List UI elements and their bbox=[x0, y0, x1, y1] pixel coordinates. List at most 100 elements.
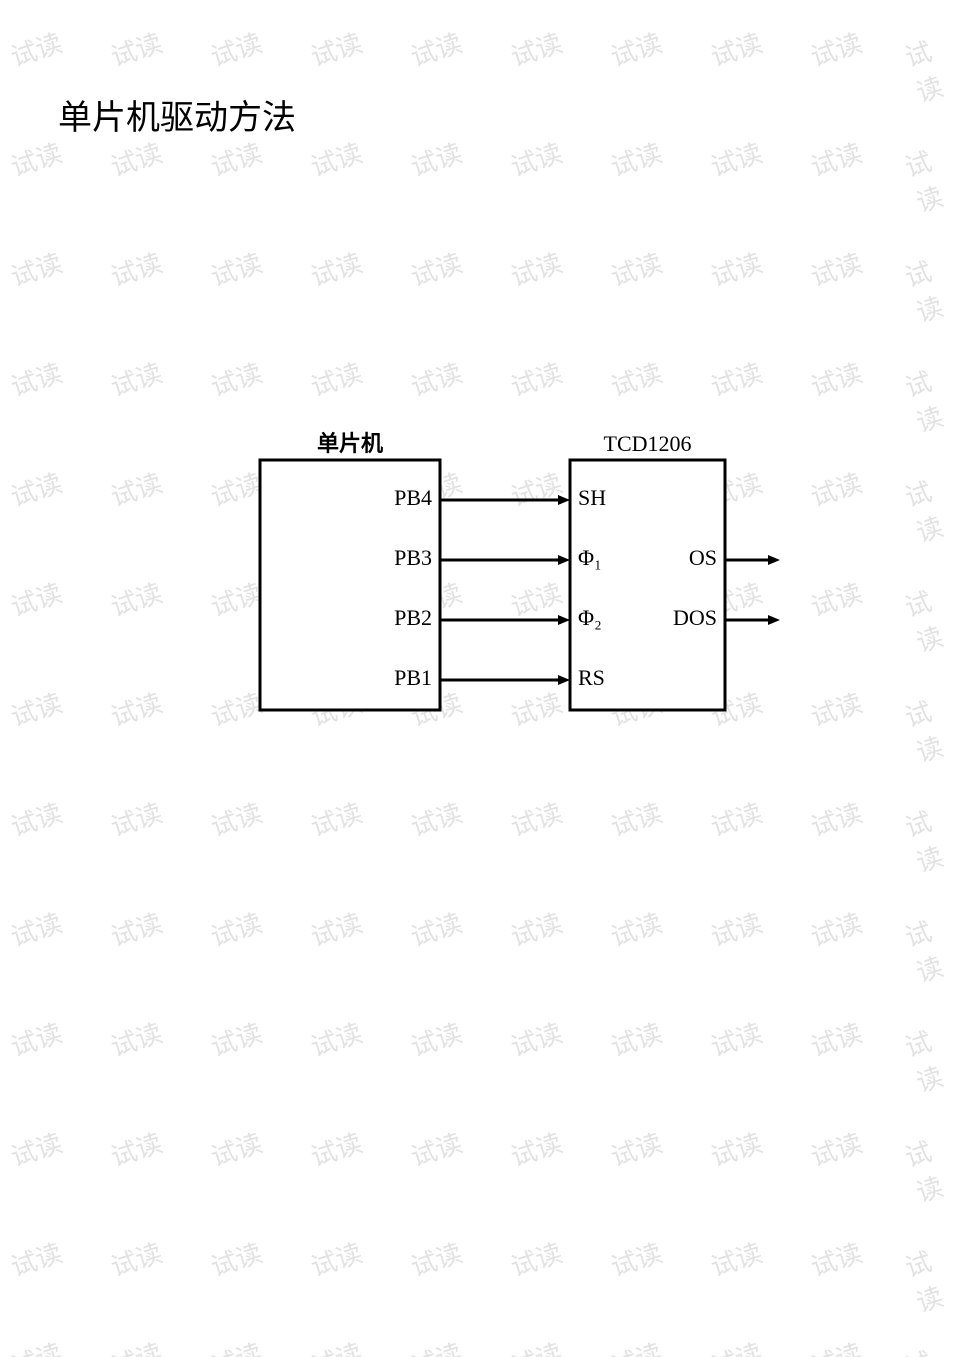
watermark-text: 试读 bbox=[900, 904, 960, 990]
watermark-text: 试读 bbox=[206, 23, 267, 74]
watermark-text: 试读 bbox=[900, 24, 960, 110]
watermark-text: 试读 bbox=[306, 133, 367, 184]
mcu-title: 单片机 bbox=[317, 431, 383, 456]
watermark-text: 试读 bbox=[706, 1013, 767, 1064]
watermark-text: 试读 bbox=[606, 133, 667, 184]
tcd-in-Φ₁: Φ₁ bbox=[578, 545, 602, 570]
watermark-text: 试读 bbox=[406, 133, 467, 184]
watermark-text: 试读 bbox=[106, 903, 167, 954]
tcd-in-Φ₂: Φ₂ bbox=[578, 605, 602, 630]
watermark-text: 试读 bbox=[6, 23, 67, 74]
watermark-text: 试读 bbox=[6, 1333, 67, 1357]
watermark-text: 试读 bbox=[606, 243, 667, 294]
watermark-text: 试读 bbox=[806, 793, 867, 844]
watermark-text: 试读 bbox=[506, 903, 567, 954]
watermark-text: 试读 bbox=[806, 1333, 867, 1357]
watermark-text: 试读 bbox=[206, 903, 267, 954]
out-arrow-1 bbox=[768, 615, 780, 625]
watermark-text: 试读 bbox=[106, 463, 167, 514]
watermark-text: 试读 bbox=[806, 573, 867, 624]
mcu-pin-PB2: PB2 bbox=[394, 605, 432, 630]
watermark-text: 试读 bbox=[706, 793, 767, 844]
watermark-text: 试读 bbox=[106, 243, 167, 294]
watermark-text: 试读 bbox=[606, 1123, 667, 1174]
watermark-text: 试读 bbox=[106, 1123, 167, 1174]
watermark-text: 试读 bbox=[900, 244, 960, 330]
conn-arrow-0 bbox=[558, 495, 570, 505]
watermark-text: 试读 bbox=[406, 1333, 467, 1357]
watermark-text: 试读 bbox=[106, 353, 167, 404]
watermark-text: 试读 bbox=[106, 133, 167, 184]
tcd-out-DOS: DOS bbox=[673, 605, 717, 630]
watermark-text: 试读 bbox=[306, 793, 367, 844]
watermark-text: 试读 bbox=[506, 133, 567, 184]
watermark-text: 试读 bbox=[900, 574, 960, 660]
watermark-text: 试读 bbox=[806, 903, 867, 954]
watermark-text: 试读 bbox=[206, 1123, 267, 1174]
tcd-in-RS: RS bbox=[578, 665, 605, 690]
watermark-text: 试读 bbox=[306, 1333, 367, 1357]
watermark-text: 试读 bbox=[900, 464, 960, 550]
tcd-out-OS: OS bbox=[689, 545, 717, 570]
watermark-text: 试读 bbox=[106, 23, 167, 74]
watermark-text: 试读 bbox=[306, 903, 367, 954]
watermark-text: 试读 bbox=[606, 23, 667, 74]
watermark-text: 试读 bbox=[506, 1123, 567, 1174]
watermark-text: 试读 bbox=[106, 1333, 167, 1357]
diagram-svg: 单片机TCD1206PB4PB3PB2PB1SHΦ₁Φ₂RSOSDOS bbox=[240, 430, 800, 730]
mcu-pin-PB3: PB3 bbox=[394, 545, 432, 570]
watermark-text: 试读 bbox=[806, 243, 867, 294]
watermark-text: 试读 bbox=[706, 133, 767, 184]
watermark-text: 试读 bbox=[406, 1233, 467, 1284]
watermark-text: 试读 bbox=[6, 793, 67, 844]
watermark-text: 试读 bbox=[806, 133, 867, 184]
watermark-text: 试读 bbox=[606, 1233, 667, 1284]
watermark-text: 试读 bbox=[6, 903, 67, 954]
watermark-text: 试读 bbox=[606, 793, 667, 844]
watermark-text: 试读 bbox=[6, 683, 67, 734]
watermark-text: 试读 bbox=[806, 353, 867, 404]
watermark-text: 试读 bbox=[406, 1013, 467, 1064]
watermark-text: 试读 bbox=[606, 353, 667, 404]
watermark-text: 试读 bbox=[206, 133, 267, 184]
watermark-text: 试读 bbox=[506, 353, 567, 404]
watermark-text: 试读 bbox=[106, 1233, 167, 1284]
watermark-text: 试读 bbox=[706, 243, 767, 294]
watermark-text: 试读 bbox=[806, 23, 867, 74]
watermark-text: 试读 bbox=[900, 1014, 960, 1100]
watermark-text: 试读 bbox=[506, 1233, 567, 1284]
watermark-text: 试读 bbox=[706, 1233, 767, 1284]
watermark-text: 试读 bbox=[506, 1013, 567, 1064]
watermark-text: 试读 bbox=[806, 1013, 867, 1064]
conn-arrow-2 bbox=[558, 615, 570, 625]
watermark-text: 试读 bbox=[506, 23, 567, 74]
watermark-text: 试读 bbox=[900, 1334, 960, 1357]
watermark-text: 试读 bbox=[406, 1123, 467, 1174]
watermark-text: 试读 bbox=[706, 1333, 767, 1357]
conn-arrow-1 bbox=[558, 555, 570, 565]
watermark-text: 试读 bbox=[6, 1013, 67, 1064]
watermark-text: 试读 bbox=[706, 353, 767, 404]
watermark-text: 试读 bbox=[206, 1333, 267, 1357]
watermark-text: 试读 bbox=[106, 683, 167, 734]
watermark-text: 试读 bbox=[900, 1124, 960, 1210]
watermark-text: 试读 bbox=[6, 243, 67, 294]
watermark-text: 试读 bbox=[206, 1013, 267, 1064]
watermark-text: 试读 bbox=[6, 463, 67, 514]
watermark-text: 试读 bbox=[806, 1233, 867, 1284]
watermark-text: 试读 bbox=[900, 794, 960, 880]
watermark-text: 试读 bbox=[206, 353, 267, 404]
mcu-pin-PB1: PB1 bbox=[394, 665, 432, 690]
watermark-text: 试读 bbox=[106, 1013, 167, 1064]
watermark-text: 试读 bbox=[706, 23, 767, 74]
tcd-title: TCD1206 bbox=[604, 431, 692, 456]
watermark-text: 试读 bbox=[506, 1333, 567, 1357]
watermark-text: 试读 bbox=[406, 353, 467, 404]
watermark-text: 试读 bbox=[306, 1123, 367, 1174]
mcu-pin-PB4: PB4 bbox=[394, 485, 432, 510]
watermark-text: 试读 bbox=[6, 573, 67, 624]
watermark-text: 试读 bbox=[506, 793, 567, 844]
watermark-text: 试读 bbox=[106, 793, 167, 844]
watermark-text: 试读 bbox=[306, 1013, 367, 1064]
watermark-text: 试读 bbox=[6, 353, 67, 404]
